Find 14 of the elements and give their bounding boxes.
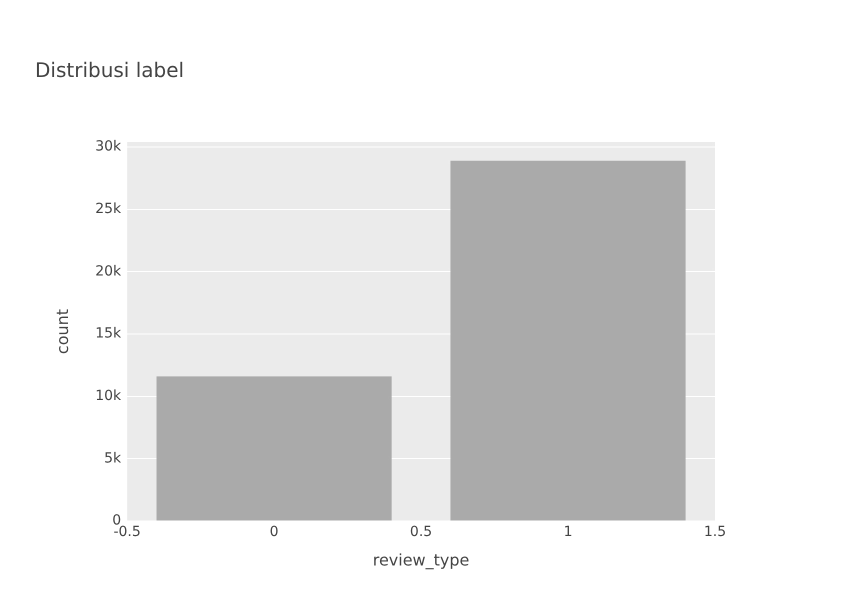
y-tick-label: 15k: [95, 326, 122, 342]
x-tick-label: 0: [270, 524, 279, 540]
y-tick-label: 30k: [95, 138, 122, 155]
x-tick-label: 0.5: [410, 524, 432, 540]
x-axis-title: review_type: [372, 550, 470, 570]
x-tick-label: -0.5: [113, 524, 141, 540]
y-tick-label: 25k: [95, 200, 122, 217]
y-axis-title: count: [52, 308, 72, 354]
x-tick-label: 1: [564, 524, 572, 540]
y-tick-label: 10k: [95, 388, 122, 404]
y-tick-label: 5k: [104, 450, 122, 466]
y-tick-label: 20k: [95, 263, 122, 280]
chart-title: Distribusi label: [35, 58, 184, 82]
x-tick-label: 1.5: [704, 524, 726, 540]
